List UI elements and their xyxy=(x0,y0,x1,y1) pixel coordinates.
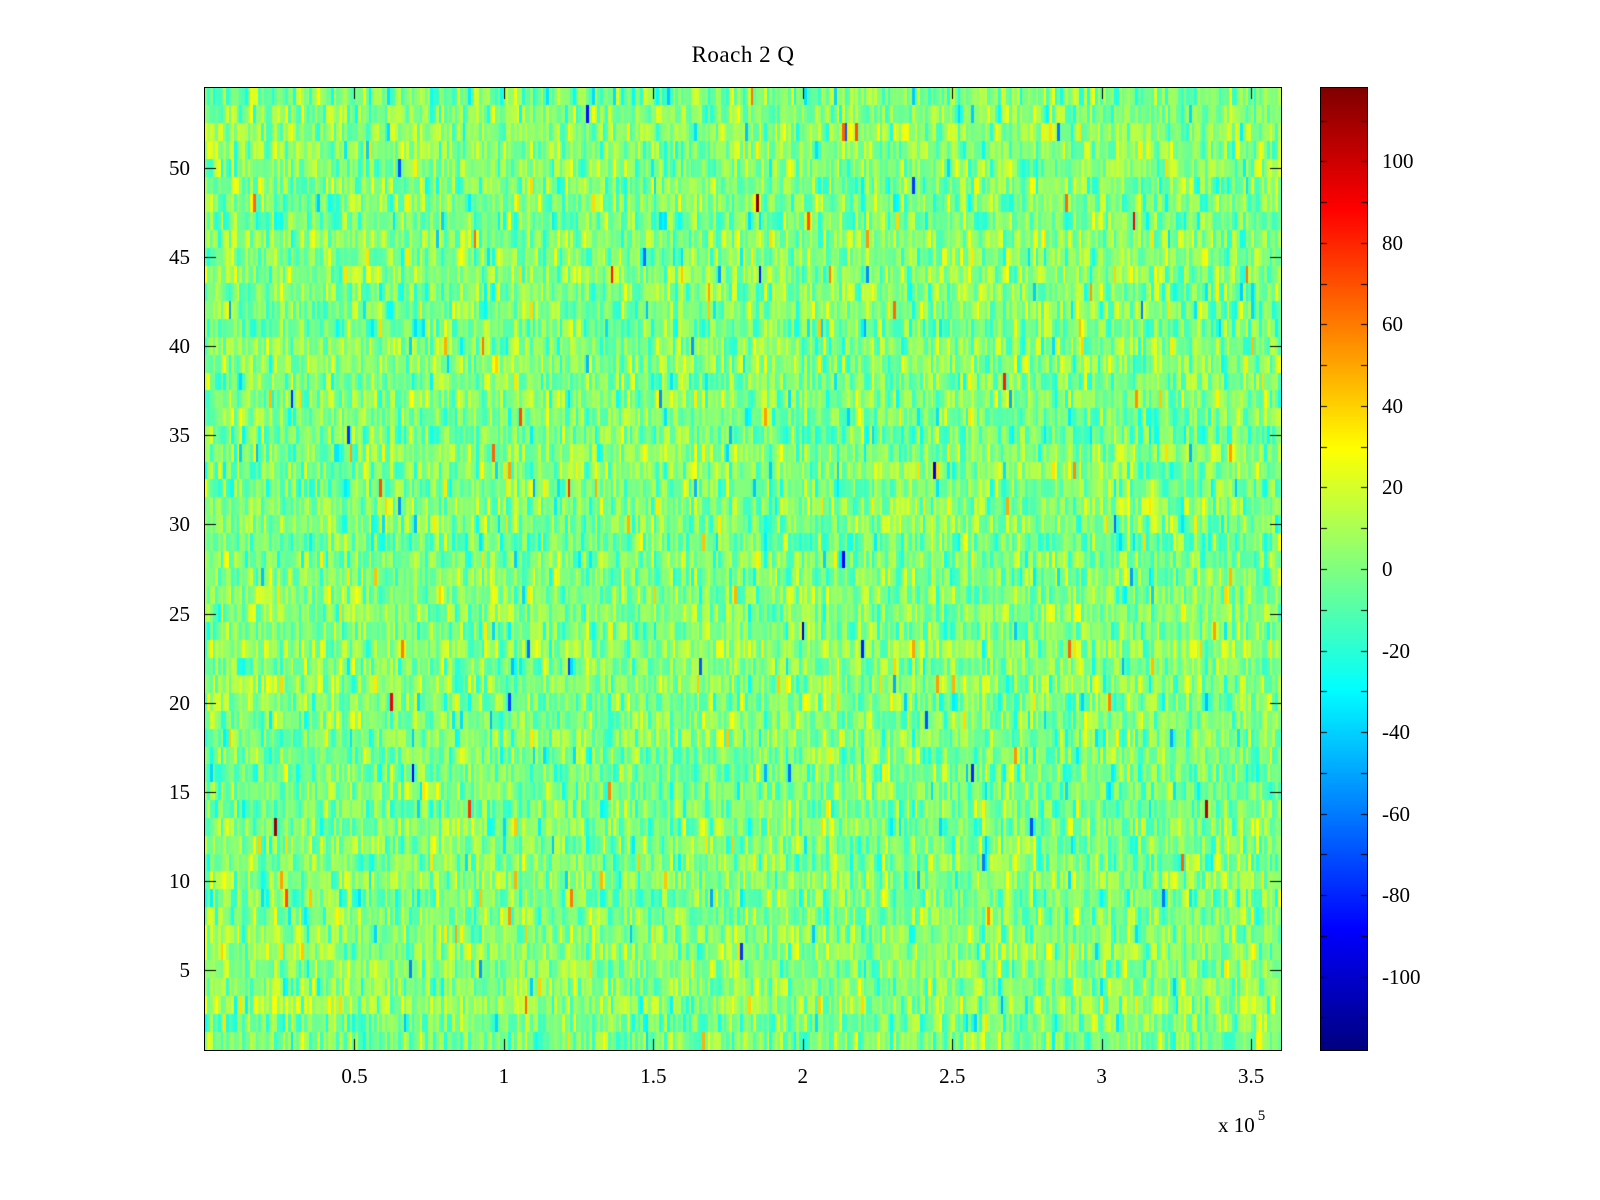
y-tick-label: 15 xyxy=(169,779,190,804)
colorbar-tick-label: -60 xyxy=(1382,801,1410,826)
y-tick-label: 45 xyxy=(169,245,190,270)
colorbar-tick-label: 20 xyxy=(1382,475,1403,500)
x-tick-label: 2.5 xyxy=(939,1064,966,1088)
x-axis-multiplier-base: x 10 xyxy=(1218,1113,1255,1137)
colorbar-tick-label: 60 xyxy=(1382,312,1403,337)
x-tick-label: 2 xyxy=(797,1064,809,1088)
colorbar xyxy=(1320,87,1368,1051)
chart-title: Roach 2 Q xyxy=(691,42,795,67)
x-tick-label: 1.5 xyxy=(640,1064,667,1088)
x-tick-label: 0.5 xyxy=(341,1064,368,1088)
x-tick-label: 3 xyxy=(1096,1064,1107,1088)
x-axis-multiplier-exponent: 5 xyxy=(1257,1108,1266,1124)
y-tick-label: 40 xyxy=(169,334,190,359)
y-tick-label: 5 xyxy=(179,957,191,982)
y-tick-label: 20 xyxy=(169,690,190,715)
x-axis-multiplier: x 10 5 xyxy=(1218,1108,1265,1138)
y-tick-label: 30 xyxy=(169,512,190,537)
x-tick-label: 3.5 xyxy=(1237,1064,1265,1088)
y-tick-label: 35 xyxy=(169,423,190,448)
y-tick-label: 10 xyxy=(169,868,190,893)
colorbar-tick-label: -20 xyxy=(1382,638,1410,663)
y-tick-label: 25 xyxy=(169,601,190,626)
colorbar-tick-label: 0 xyxy=(1382,557,1393,581)
colorbar-tick-label: 40 xyxy=(1382,393,1403,418)
heatmap-canvas xyxy=(205,88,1281,1050)
colorbar-canvas xyxy=(1321,88,1367,1050)
colorbar-tick-label: 100 xyxy=(1382,149,1414,174)
colorbar-tick-label: -80 xyxy=(1382,883,1410,908)
y-tick-label: 50 xyxy=(169,156,190,181)
colorbar-tick-label: -100 xyxy=(1382,964,1421,989)
heatmap-plot xyxy=(204,87,1282,1051)
colorbar-tick-label: -40 xyxy=(1382,720,1410,745)
x-tick-label: 1 xyxy=(498,1064,510,1088)
colorbar-tick-label: 80 xyxy=(1382,230,1403,255)
